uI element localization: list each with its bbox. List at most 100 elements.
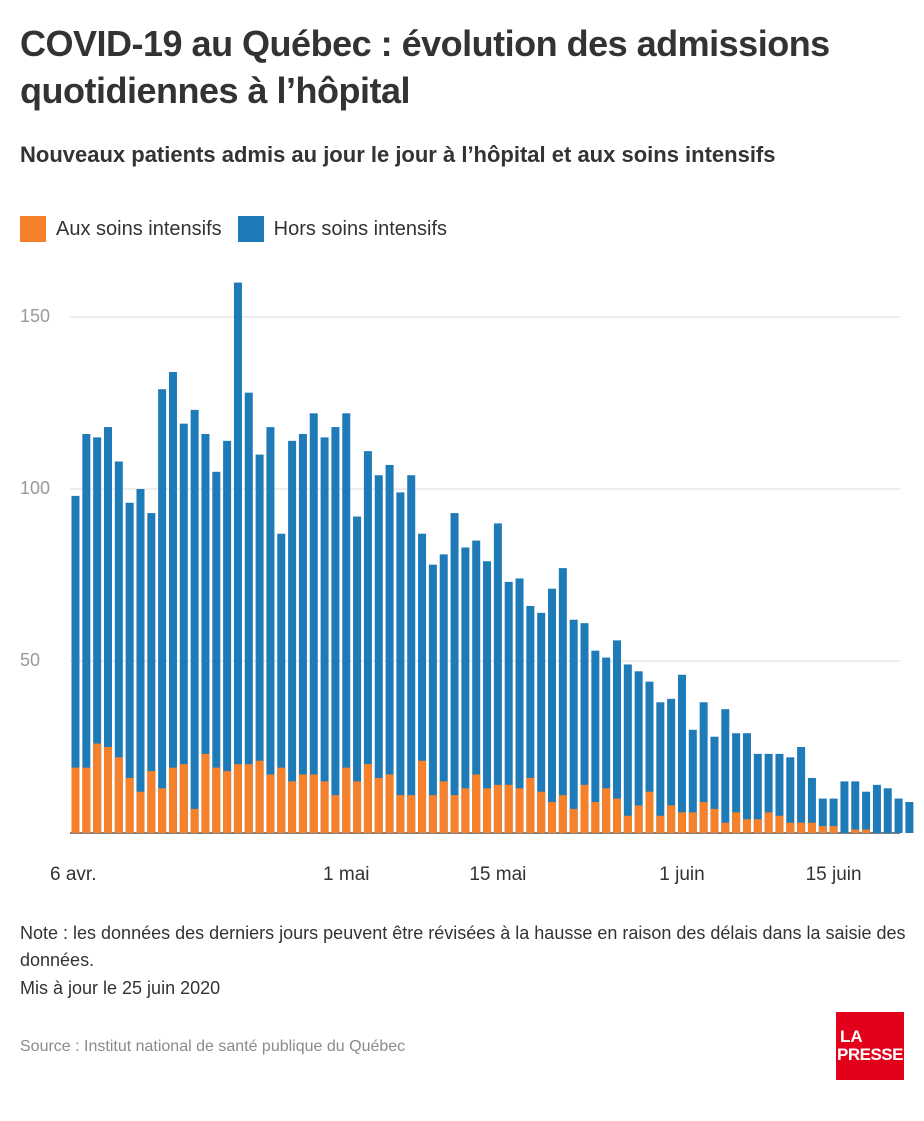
bar-hors-soins-intensifs bbox=[158, 389, 167, 833]
bar-soins-intensifs bbox=[309, 774, 318, 833]
bar-soins-intensifs bbox=[753, 819, 762, 833]
bar-soins-intensifs bbox=[548, 802, 557, 833]
updated-text: Mis à jour le 25 juin 2020 bbox=[20, 978, 221, 998]
x-tick-label: 15 mai bbox=[469, 864, 526, 885]
bar-soins-intensifs bbox=[537, 791, 546, 833]
bar-soins-intensifs bbox=[114, 757, 123, 833]
bar-hors-soins-intensifs bbox=[93, 437, 102, 833]
bar-hors-soins-intensifs bbox=[732, 733, 741, 833]
bar-hors-soins-intensifs bbox=[602, 657, 611, 833]
bar-hors-soins-intensifs bbox=[710, 736, 719, 833]
bar-hors-soins-intensifs bbox=[374, 475, 383, 833]
bar-hors-soins-intensifs bbox=[677, 674, 686, 833]
bar-soins-intensifs bbox=[233, 764, 242, 833]
bar-hors-soins-intensifs bbox=[840, 781, 849, 833]
bar-hors-soins-intensifs bbox=[342, 413, 351, 833]
bar-hors-soins-intensifs bbox=[721, 709, 730, 833]
bar-soins-intensifs bbox=[699, 802, 708, 833]
bar-hors-soins-intensifs bbox=[818, 798, 827, 833]
bar-hors-soins-intensifs bbox=[223, 440, 232, 833]
note-text: Note : les données des derniers jours pe… bbox=[20, 923, 906, 970]
y-tick-labels: 50 100 150 bbox=[20, 306, 50, 670]
bar-hors-soins-intensifs bbox=[537, 612, 546, 833]
bar-hors-soins-intensifs bbox=[645, 681, 654, 833]
source-text: Source : Institut national de santé publ… bbox=[20, 1038, 406, 1055]
bar-hors-soins-intensifs bbox=[71, 495, 80, 833]
legend-label-icu: Aux soins intensifs bbox=[56, 217, 222, 240]
bar-hors-soins-intensifs bbox=[613, 640, 621, 833]
bar-hors-soins-intensifs bbox=[558, 568, 567, 833]
bar-soins-intensifs bbox=[179, 764, 188, 833]
bar-hors-soins-intensifs bbox=[786, 757, 795, 833]
x-tick-labels: 6 avr. 1 mai 15 mai 1 juin 15 juin bbox=[50, 864, 862, 885]
bar-soins-intensifs bbox=[277, 767, 286, 833]
bar-hors-soins-intensifs bbox=[742, 733, 751, 833]
bar-soins-intensifs bbox=[526, 777, 535, 833]
bar-soins-intensifs bbox=[396, 795, 405, 833]
y-tick-label: 50 bbox=[20, 650, 40, 670]
bar-soins-intensifs bbox=[320, 781, 329, 833]
legend-label-non-icu: Hors soins intensifs bbox=[273, 217, 448, 240]
bars bbox=[71, 282, 914, 834]
bar-hors-soins-intensifs bbox=[591, 650, 600, 833]
bar-hors-soins-intensifs bbox=[82, 433, 91, 833]
bar-hors-soins-intensifs bbox=[569, 619, 578, 833]
bar-soins-intensifs bbox=[353, 781, 362, 833]
x-tick-label: 1 mai bbox=[323, 864, 369, 885]
bar-hors-soins-intensifs bbox=[461, 547, 470, 833]
bar-soins-intensifs bbox=[201, 753, 210, 833]
bar-hors-soins-intensifs bbox=[385, 464, 394, 833]
bar-soins-intensifs bbox=[634, 805, 643, 833]
legend-item-non-icu: Hors soins intensifs bbox=[237, 216, 448, 242]
bar-soins-intensifs bbox=[602, 788, 611, 833]
bar-hors-soins-intensifs bbox=[190, 409, 199, 833]
bar-hors-soins-intensifs bbox=[472, 540, 481, 833]
bar-hors-soins-intensifs bbox=[288, 440, 297, 833]
bar-soins-intensifs bbox=[656, 815, 665, 833]
bar-soins-intensifs bbox=[764, 812, 773, 833]
bar-soins-intensifs bbox=[775, 815, 784, 833]
bar-soins-intensifs bbox=[483, 788, 492, 833]
bar-soins-intensifs bbox=[93, 743, 102, 833]
bar-soins-intensifs bbox=[363, 764, 372, 833]
bar-soins-intensifs bbox=[461, 788, 470, 833]
logo-line-1: LA bbox=[840, 1027, 863, 1046]
bar-hors-soins-intensifs bbox=[168, 372, 177, 833]
bar-soins-intensifs bbox=[818, 826, 827, 833]
bar-soins-intensifs bbox=[450, 795, 459, 833]
bar-hors-soins-intensifs bbox=[775, 753, 784, 833]
bar-hors-soins-intensifs bbox=[266, 427, 275, 833]
bar-soins-intensifs bbox=[71, 767, 80, 833]
bar-soins-intensifs bbox=[255, 760, 264, 833]
bar-hors-soins-intensifs bbox=[407, 475, 416, 833]
bar-soins-intensifs bbox=[190, 808, 199, 833]
bar-soins-intensifs bbox=[103, 747, 112, 833]
legend: Aux soins intensifs Hors soins intensifs bbox=[20, 214, 463, 244]
bar-soins-intensifs bbox=[147, 771, 156, 833]
bar-hors-soins-intensifs bbox=[418, 533, 427, 833]
bar-hors-soins-intensifs bbox=[753, 753, 762, 833]
bar-soins-intensifs bbox=[125, 777, 134, 833]
bar-soins-intensifs bbox=[331, 795, 340, 833]
bar-hors-soins-intensifs bbox=[764, 753, 773, 833]
bar-hors-soins-intensifs bbox=[688, 729, 697, 833]
bar-hors-soins-intensifs bbox=[905, 802, 914, 833]
bar-hors-soins-intensifs bbox=[320, 437, 329, 833]
bar-soins-intensifs bbox=[580, 784, 589, 833]
bar-hors-soins-intensifs bbox=[439, 554, 448, 833]
bar-soins-intensifs bbox=[515, 788, 524, 833]
bar-soins-intensifs bbox=[710, 808, 719, 833]
bar-hors-soins-intensifs bbox=[851, 781, 860, 833]
bar-soins-intensifs bbox=[374, 777, 383, 833]
y-tick-label: 150 bbox=[20, 306, 50, 326]
x-tick-label: 15 juin bbox=[806, 864, 862, 885]
bar-soins-intensifs bbox=[591, 802, 600, 833]
bar-hors-soins-intensifs bbox=[396, 492, 405, 833]
bar-soins-intensifs bbox=[742, 819, 751, 833]
bar-soins-intensifs bbox=[493, 784, 502, 833]
bar-soins-intensifs bbox=[168, 767, 177, 833]
bar-soins-intensifs bbox=[223, 771, 232, 833]
legend-swatch-non-icu bbox=[237, 216, 264, 242]
bar-hors-soins-intensifs bbox=[894, 798, 903, 833]
bar-soins-intensifs bbox=[645, 791, 654, 833]
